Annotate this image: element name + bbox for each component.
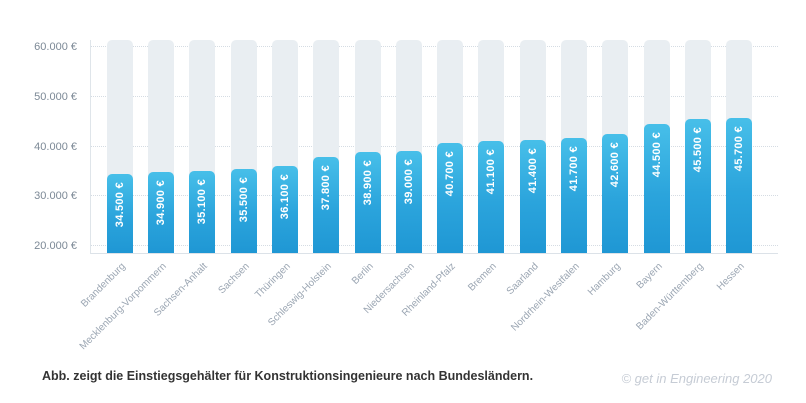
bar-column: 35.500 € Sachsen [216,40,264,296]
y-axis-tick-label: 60.000 € [34,40,77,53]
bar: 45.500 € [685,119,712,253]
x-axis-category-label: Hessen [715,261,748,293]
bar-value-label: 41.400 € [526,147,539,193]
y-axis-tick-label: 50.000 € [34,90,77,103]
bar-column: 34.900 € Mecklenburg-Vorpommern [78,40,181,352]
plot-area: 34.500 € Brandenburg 34.900 € Mecklenburg-V… [78,40,778,352]
gridline [91,45,778,47]
copyright-notice: © get in Engineering 2020 [621,371,772,386]
bar-column: 38.900 € Berlin [347,40,388,287]
bar-column: 41.700 € Nordrhein-Westfalen [509,40,594,334]
bar-column: 44.500 € Bayern [634,40,677,291]
bar: 45.700 € [726,118,753,253]
bar-columns: 34.500 € Brandenburg 34.900 € Mecklenburg-V… [78,40,760,352]
gridline [91,95,778,97]
bar-value-label: 37.800 € [320,165,333,211]
x-axis-category-label: Bayern [634,261,665,292]
chart-caption: Abb. zeigt die Einstiegsgehälter für Kon… [42,369,534,383]
bar-value-label: 34.500 € [113,181,126,228]
bar: 36.100 € [271,165,298,253]
bar: 41.700 € [561,138,588,253]
gridline [91,245,778,247]
bar-column: 41.400 € Saarland [504,40,553,297]
bar: 42.600 € [602,133,629,253]
bar-value-label: 36.100 € [278,173,291,220]
bar-column: 45.500 € Baden-Württemberg [634,40,718,332]
bar-value-label: 35.100 € [196,178,209,225]
gridline [91,195,778,197]
x-axis-category-label: Bremen [466,261,500,294]
bar: 34.900 € [147,171,174,253]
bar-column: 45.700 € Hessen [715,40,760,293]
bar-column: 42.600 € Hamburg [586,40,636,298]
bar-value-label: 34.900 € [154,179,167,226]
gridline [91,145,778,147]
bar-value-label: 42.600 € [609,141,622,187]
bar-column: 41.100 € Bremen [467,40,512,294]
bar: 35.500 € [230,168,257,253]
y-axis-tick-label: 40.000 € [34,140,77,153]
bar-value-label: 35.500 € [237,176,250,223]
bar-value-label: 38.900 € [361,159,374,206]
x-axis-category-label: Saarland [504,261,541,298]
bar-column: 40.700 € Rheinland-Pfalz [400,40,471,319]
bar-column: 34.500 € Brandenburg [79,40,140,310]
bar: 38.900 € [354,151,381,253]
bar: 44.500 € [643,124,670,253]
x-axis-category-label: Hamburg [586,261,624,298]
bar: 35.100 € [189,170,216,253]
bar: 40.700 € [437,143,464,253]
bar-column: 37.800 € Schleswig-Holstein [266,40,347,329]
x-axis-category-label: Thüringen [253,261,293,301]
x-axis-category-label: Sachsen [216,261,252,297]
bar-value-label: 44.500 € [650,132,663,178]
bar: 41.100 € [478,141,505,253]
bar: 37.800 € [313,157,340,253]
bar-column: 35.100 € Sachsen-Anhalt [152,40,223,319]
bar: 39.000 € [395,151,422,253]
bar-value-label: 41.700 € [568,146,581,192]
y-axis-tick-label: 30.000 € [34,190,77,203]
bar-column: 36.100 € Thüringen [253,40,305,301]
bar-value-label: 39.000 € [402,159,415,205]
bar: 34.500 € [106,173,133,253]
bar: 41.400 € [519,139,546,253]
bar-column: 39.000 € Niedersachsen [362,40,429,316]
bar-value-label: 45.700 € [733,126,746,172]
x-axis-category-label: Berlin [349,261,376,287]
bar-value-label: 40.700 € [444,151,457,197]
y-axis-tick-label: 20.000 € [34,240,77,253]
bar-value-label: 41.100 € [485,149,498,195]
bar-value-label: 45.500 € [692,127,705,173]
